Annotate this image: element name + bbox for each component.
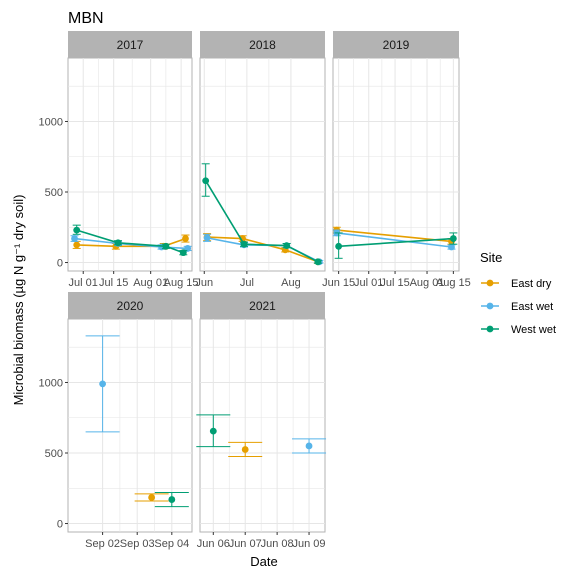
legend-key bbox=[486, 279, 494, 287]
legend-key bbox=[486, 325, 494, 333]
data-point bbox=[305, 442, 313, 450]
data-point bbox=[179, 249, 187, 257]
x-tick-label: Jul 01 bbox=[69, 277, 98, 289]
y-tick-label: 1000 bbox=[39, 116, 63, 128]
data-point bbox=[114, 239, 122, 247]
data-point bbox=[99, 380, 107, 388]
x-tick-label: Jun 08 bbox=[261, 538, 294, 550]
legend-key bbox=[486, 302, 494, 310]
facet-strip bbox=[333, 31, 459, 58]
y-tick-label: 0 bbox=[57, 258, 63, 270]
legend-title: Site bbox=[480, 250, 502, 265]
series-east-wet bbox=[292, 438, 327, 454]
facet-strip bbox=[200, 292, 325, 319]
data-point bbox=[449, 235, 457, 242]
facet-strip-label: 2020 bbox=[117, 299, 144, 313]
x-tick-label: Jun 15 bbox=[322, 277, 355, 289]
data-point bbox=[162, 242, 170, 250]
x-tick-label: Jun bbox=[195, 277, 213, 289]
x-tick-label: Aug 01 bbox=[133, 277, 168, 289]
legend: Site East dry East wet West wet bbox=[480, 250, 556, 336]
y-tick-label: 0 bbox=[57, 519, 63, 531]
series-line bbox=[205, 180, 319, 263]
data-point bbox=[168, 496, 176, 503]
series-east-dry bbox=[228, 441, 263, 458]
panel-background bbox=[199, 318, 326, 533]
data-point bbox=[240, 240, 248, 248]
x-tick-label: Sep 04 bbox=[154, 538, 189, 550]
x-tick-label: Jul bbox=[240, 277, 254, 289]
facet-strip-label: 2017 bbox=[117, 38, 144, 52]
series-line bbox=[338, 237, 454, 248]
data-point bbox=[335, 242, 343, 250]
x-tick-label: Aug 15 bbox=[436, 277, 471, 289]
facet-strip bbox=[68, 31, 192, 58]
x-tick-label: Jun 09 bbox=[293, 538, 326, 550]
data-point bbox=[202, 177, 210, 185]
series-west-wet bbox=[154, 492, 189, 508]
series-west-wet bbox=[196, 414, 231, 448]
legend-item-east-wet: East wet bbox=[481, 301, 553, 313]
x-tick-label: Aug 01 bbox=[410, 277, 445, 289]
data-point bbox=[241, 446, 249, 453]
data-point bbox=[73, 226, 81, 234]
series-line bbox=[74, 237, 188, 250]
y-tick-label: 500 bbox=[45, 448, 63, 460]
data-point bbox=[71, 235, 78, 242]
x-tick-label: Jun 07 bbox=[229, 538, 262, 550]
x-tick-label: Sep 02 bbox=[85, 538, 120, 550]
series-west-wet bbox=[72, 224, 188, 257]
series-line bbox=[76, 229, 184, 254]
legend-item-west-wet: West wet bbox=[481, 324, 556, 336]
series-line bbox=[336, 232, 452, 248]
panel-background bbox=[67, 57, 193, 272]
x-tick-label: Sep 03 bbox=[120, 538, 155, 550]
data-point bbox=[148, 494, 156, 501]
legend-item-east-dry: East dry bbox=[481, 278, 552, 290]
y-tick-label: 500 bbox=[45, 187, 63, 199]
series-west-wet bbox=[201, 163, 322, 266]
legend-label: East wet bbox=[511, 301, 553, 313]
x-tick-label: Jul 15 bbox=[380, 277, 409, 289]
series-east-wet bbox=[85, 335, 120, 433]
x-axis-title: Date bbox=[250, 554, 277, 569]
y-tick-label: 1000 bbox=[39, 377, 63, 389]
x-tick-label: Jul 15 bbox=[99, 277, 128, 289]
panel-2018: 2018 Jun Jul Aug bbox=[195, 31, 326, 289]
series-line bbox=[76, 237, 186, 248]
x-tick-label: Jun 06 bbox=[197, 538, 230, 550]
data-point bbox=[203, 234, 211, 242]
data-point bbox=[73, 241, 81, 249]
panel-2020: 2020 0 500 1000 Sep 02 Sep 03 Sep 04 bbox=[39, 292, 193, 550]
chart-title: MBN bbox=[68, 10, 104, 27]
facet-strip-label: 2019 bbox=[383, 38, 410, 52]
facet-strip bbox=[200, 31, 325, 58]
x-tick-label: Aug bbox=[281, 277, 301, 289]
x-tick-label: Jul 01 bbox=[354, 277, 383, 289]
y-axis-title: Microbial biomass (µg N g⁻¹ dry soil) bbox=[11, 195, 26, 406]
data-point bbox=[448, 243, 455, 251]
data-point bbox=[209, 427, 217, 435]
series-west-wet bbox=[334, 232, 458, 259]
legend-label: West wet bbox=[511, 324, 556, 336]
x-tick-label: Aug 15 bbox=[164, 277, 199, 289]
panel-background bbox=[199, 57, 326, 272]
series-east-dry bbox=[134, 493, 169, 502]
data-point bbox=[182, 235, 189, 242]
legend-label: East dry bbox=[511, 278, 552, 290]
facet-strip bbox=[68, 292, 192, 319]
data-point bbox=[283, 242, 291, 250]
facet-strip-label: 2018 bbox=[249, 38, 276, 52]
data-point bbox=[314, 258, 322, 266]
facet-strip-label: 2021 bbox=[249, 299, 276, 313]
